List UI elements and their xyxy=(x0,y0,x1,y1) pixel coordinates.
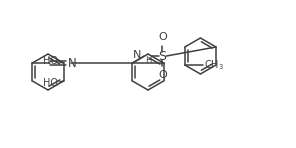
Text: H: H xyxy=(145,56,152,65)
Text: O: O xyxy=(158,70,167,80)
Text: S: S xyxy=(158,49,166,62)
Text: HO: HO xyxy=(43,78,58,88)
Text: CH$_3$: CH$_3$ xyxy=(204,58,224,72)
Text: N: N xyxy=(133,50,141,60)
Text: O: O xyxy=(158,32,167,42)
Text: HO: HO xyxy=(43,56,58,66)
Text: N: N xyxy=(67,57,76,70)
